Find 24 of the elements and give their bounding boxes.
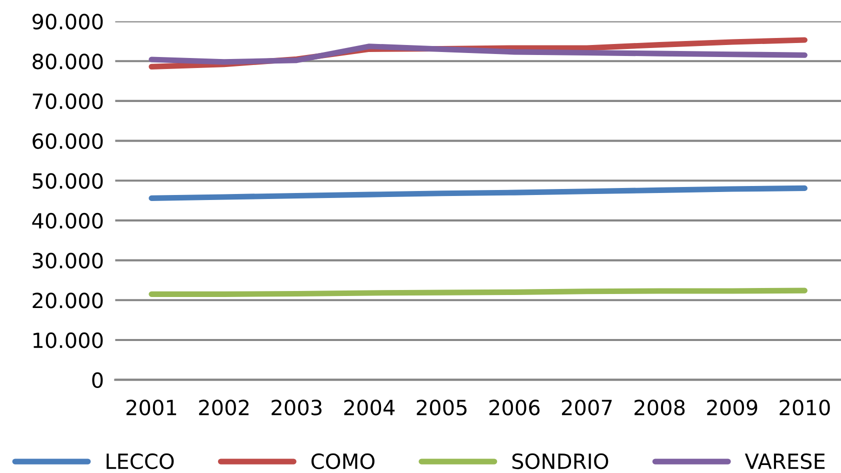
legend-label: LECCO (106, 453, 174, 470)
y-tick-label: 60.000 (32, 133, 103, 150)
y-tick-label: 70.000 (32, 93, 103, 110)
y-tick-label: 90.000 (32, 14, 103, 30)
x-tick-label: 2008 (634, 400, 685, 416)
x-tick-label: 2010 (780, 400, 830, 416)
legend-label: COMO (311, 453, 374, 470)
x-tick-label: 2004 (344, 400, 395, 416)
x-tick-label: 2002 (199, 400, 249, 416)
y-tick-label: 50.000 (32, 173, 103, 189)
y-tick-label: 20.000 (32, 292, 103, 308)
legend-label: VARESE (744, 453, 825, 470)
y-tick-label: 0 (92, 372, 103, 388)
x-tick-label: 2006 (489, 400, 540, 416)
y-tick-label: 40.000 (32, 212, 103, 229)
y-tick-label: 30.000 (32, 252, 103, 269)
y-tick-label: 80.000 (32, 54, 103, 70)
legend-label: SONDRIO (512, 453, 608, 470)
x-tick-label: 2009 (707, 400, 758, 416)
x-tick-label: 2001 (126, 400, 176, 416)
x-tick-label: 2003 (272, 400, 322, 416)
x-tick-label: 2005 (416, 400, 467, 416)
y-tick-label: 10.000 (33, 332, 103, 348)
x-tick-label: 2007 (562, 400, 612, 416)
